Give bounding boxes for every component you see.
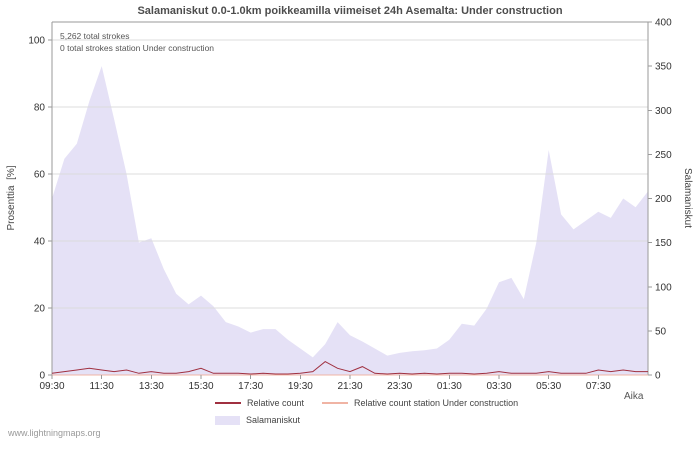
left-tick-label: 60 <box>34 170 46 181</box>
right-tick-label: 350 <box>655 62 672 73</box>
legend-label-relative-count-station: Relative count station Under constructio… <box>354 398 519 408</box>
left-tick-label: 100 <box>28 36 45 47</box>
x-tick-label: 05:30 <box>536 381 561 392</box>
station-strokes-annotation: 0 total strokes station Under constructi… <box>60 43 215 53</box>
right-tick-label: 300 <box>655 106 672 117</box>
x-tick-label: 11:30 <box>90 381 115 392</box>
x-tick-label: 23:30 <box>387 381 412 392</box>
x-axis-label: Aika <box>624 391 644 402</box>
right-tick-label: 150 <box>655 238 672 249</box>
x-tick-label: 13:30 <box>139 381 164 392</box>
area-series <box>52 66 648 375</box>
left-tick-label: 80 <box>34 103 46 114</box>
x-tick-label: 17:30 <box>238 381 263 392</box>
legend-item-relative-count: Relative count <box>215 398 304 408</box>
x-tick-label: 15:30 <box>188 381 213 392</box>
total-strokes-annotation: 5,262 total strokes <box>60 31 130 41</box>
relative-count-line-swatch <box>215 402 241 404</box>
legend-label-relative-count: Relative count <box>247 398 305 408</box>
legend-item-salamaniskut: Salamaniskut <box>215 415 300 425</box>
chart-title: Salamaniskut 0.0-1.0km poikkeamilla viim… <box>137 5 563 17</box>
relative-count-station-line-swatch <box>322 402 348 404</box>
x-tick-label: 19:30 <box>288 381 313 392</box>
right-tick-label: 250 <box>655 150 672 161</box>
x-tick-label: 03:30 <box>486 381 511 392</box>
legend: Relative count Relative count station Un… <box>0 396 700 434</box>
legend-label-salamaniskut: Salamaniskut <box>246 415 301 425</box>
left-tick-label: 0 <box>39 371 45 382</box>
salamaniskut-area-swatch <box>215 415 240 425</box>
x-tick-label: 09:30 <box>39 381 64 392</box>
x-tick-label: 01:30 <box>437 381 462 392</box>
right-axis-label: Salamaniskut <box>682 167 693 229</box>
legend-item-relative-count-station: Relative count station Under constructio… <box>322 398 518 408</box>
line-series <box>51 361 648 375</box>
x-tick-label: 07:30 <box>586 381 611 392</box>
left-tick-label: 40 <box>34 237 46 248</box>
watermark: www.lightningmaps.org <box>8 428 101 438</box>
right-tick-label: 200 <box>655 194 672 205</box>
right-tick-label: 50 <box>655 326 667 337</box>
left-tick-label: 20 <box>34 304 46 315</box>
x-tick-label: 21:30 <box>337 381 362 392</box>
left-axis-label: Prosenttia [%] <box>6 165 17 231</box>
right-tick-label: 400 <box>655 18 672 29</box>
right-tick-label: 0 <box>655 371 661 382</box>
right-tick-label: 100 <box>655 282 672 293</box>
